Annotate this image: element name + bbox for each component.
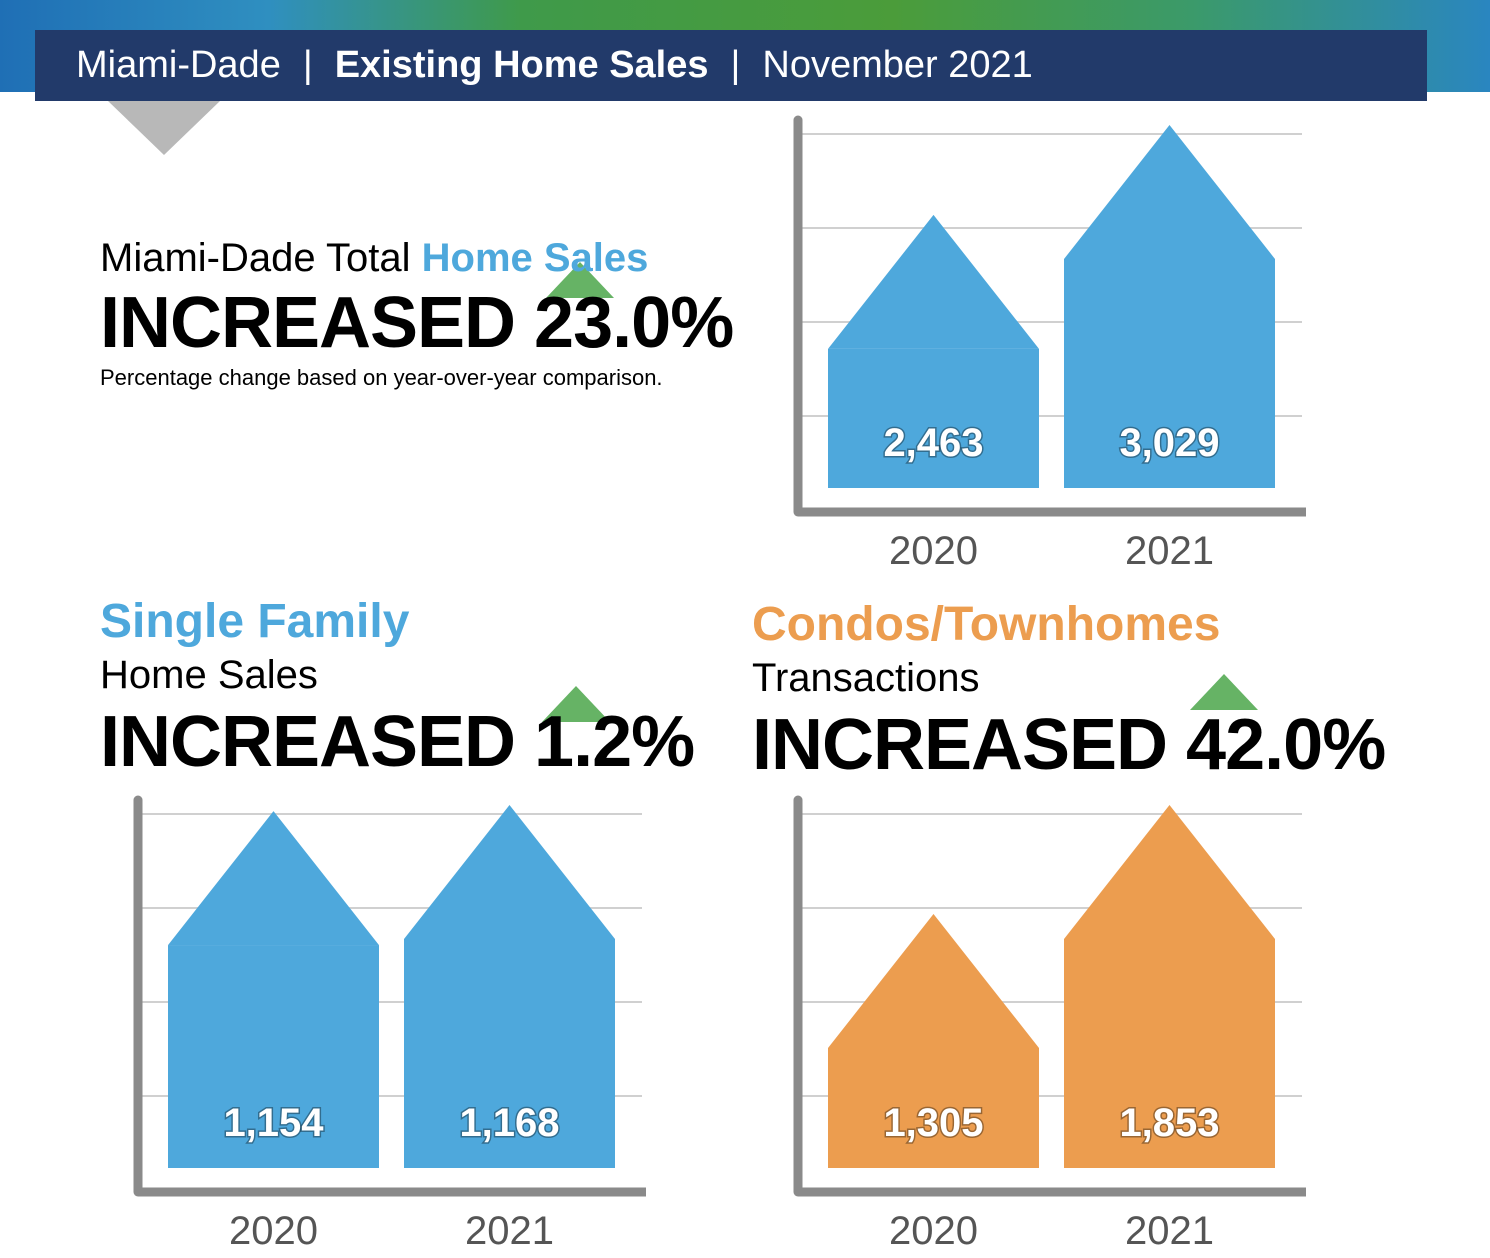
- x-tick-label: 2020: [229, 1209, 318, 1253]
- single-family-title: Single Family: [100, 595, 410, 648]
- single-family-stat: Single Family Home Sales INCREASED 1.2%: [100, 594, 695, 782]
- total-sales-chart: 2,463 2020 3,029 2021: [793, 115, 1306, 573]
- bar-value-label: 2,463: [883, 421, 983, 465]
- x-tick-label: 2021: [1125, 529, 1214, 573]
- increase-arrow-icon: [542, 686, 610, 722]
- condos-title: Condos/Townhomes: [752, 598, 1221, 651]
- bar-value-label: 1,168: [459, 1101, 559, 1145]
- single-family-result: INCREASED 1.2%: [100, 702, 695, 782]
- header-bar: Miami-Dade | Existing Home Sales | Novem…: [35, 30, 1427, 101]
- single-family-subtitle: Home Sales: [100, 653, 318, 697]
- condos-subtitle: Transactions: [752, 656, 980, 700]
- total-sales-highlight: Home Sales: [421, 236, 649, 280]
- bar: [1064, 259, 1275, 488]
- bar-roof: [168, 811, 379, 946]
- header-divider: |: [302, 44, 313, 86]
- bar-roof: [1064, 125, 1275, 259]
- bar: [1064, 939, 1275, 1168]
- header-region: Miami-Dade: [76, 44, 281, 86]
- total-sales-result: INCREASED 23.0%: [100, 283, 734, 363]
- bar-value-label: 3,029: [1119, 421, 1219, 465]
- bar-roof: [828, 914, 1039, 1048]
- bar: [828, 348, 1039, 488]
- header-period: November 2021: [762, 44, 1033, 86]
- bar: [828, 1048, 1039, 1168]
- total-sales-heading: Miami-Dade Total Home Sales: [100, 236, 733, 281]
- condos-chart: 1,305 2020 1,853 2021: [793, 795, 1306, 1253]
- bar: [168, 945, 379, 1168]
- x-tick-label: 2021: [1125, 1209, 1214, 1253]
- single-family-chart: 1,154 2020 1,168 2021: [133, 795, 646, 1253]
- total-sales-lead: Miami-Dade Total: [100, 236, 411, 280]
- bar-value-label: 1,305: [883, 1101, 983, 1145]
- header-report-title: Existing Home Sales: [334, 44, 709, 86]
- condos-result: INCREASED 42.0%: [752, 705, 1386, 785]
- bar: [404, 939, 615, 1168]
- increase-arrow-icon: [546, 262, 614, 298]
- bar-roof: [828, 214, 1039, 349]
- bar-value-label: 1,853: [1119, 1101, 1219, 1145]
- bar-value-label: 1,154: [223, 1101, 324, 1145]
- header-notch-decoration: [108, 101, 220, 155]
- header-divider: |: [730, 44, 741, 86]
- x-tick-label: 2020: [889, 529, 978, 573]
- total-sales-stat: Miami-Dade Total Home Sales INCREASED 23…: [100, 236, 734, 391]
- x-tick-label: 2020: [889, 1209, 978, 1253]
- total-sales-note: Percentage change based on year-over-yea…: [100, 365, 663, 390]
- increase-arrow-icon: [1190, 674, 1258, 710]
- bar-roof: [404, 805, 615, 939]
- x-tick-label: 2021: [465, 1209, 554, 1253]
- bar-roof: [1064, 805, 1275, 939]
- condos-stat: Condos/Townhomes Transactions INCREASED …: [752, 597, 1386, 785]
